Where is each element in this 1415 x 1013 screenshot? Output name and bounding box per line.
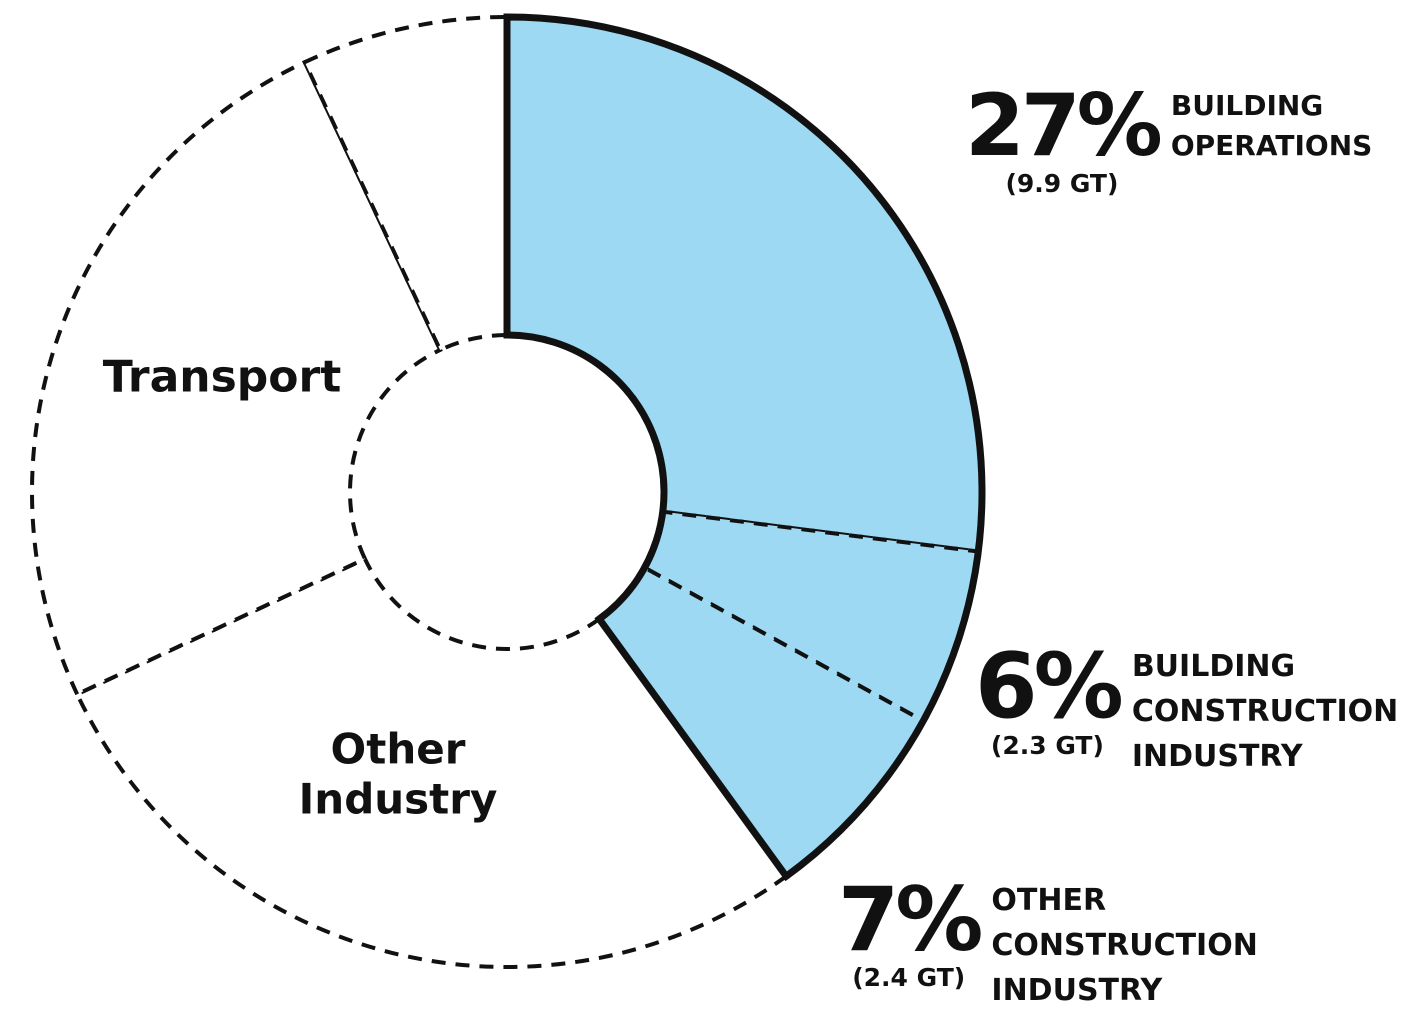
value-group: 27% (9.9 GT) — [965, 76, 1163, 199]
emissions-label: (9.9 GT) — [1005, 169, 1119, 199]
value-label: 7% — [838, 868, 983, 971]
value-group: 7% (2.4 GT) — [838, 868, 983, 993]
value-label: 27% — [965, 76, 1163, 176]
category-label: OTHER CONSTRUCTION INDUSTRY — [991, 883, 1258, 1008]
category-label: Transport — [102, 351, 342, 403]
donut-slice — [505, 14, 984, 554]
slice-label: 7% (2.4 GT) OTHER CONSTRUCTION INDUSTRY — [838, 868, 1258, 1013]
category-label: BUILDING OPERATIONS — [1170, 89, 1373, 162]
donut-slice — [302, 14, 509, 353]
value-group: 6% (2.3 GT) — [975, 634, 1124, 760]
emissions-label: (2.3 GT) — [990, 731, 1104, 760]
donut-slice — [74, 556, 789, 969]
slice-label: 6% (2.3 GT) BUILDING CONSTRUCTION INDUSTRY — [975, 634, 1399, 779]
highlight-outline — [503, 13, 986, 882]
category-label: BUILDING CONSTRUCTION INDUSTRY — [1131, 649, 1399, 774]
donut-slice — [30, 59, 443, 697]
value-label: 6% — [975, 634, 1124, 739]
slice-label: 27% (9.9 GT) BUILDING OPERATIONS — [965, 76, 1373, 199]
category-label: Other Industry — [298, 724, 498, 824]
emissions-label: (2.4 GT) — [852, 963, 966, 993]
